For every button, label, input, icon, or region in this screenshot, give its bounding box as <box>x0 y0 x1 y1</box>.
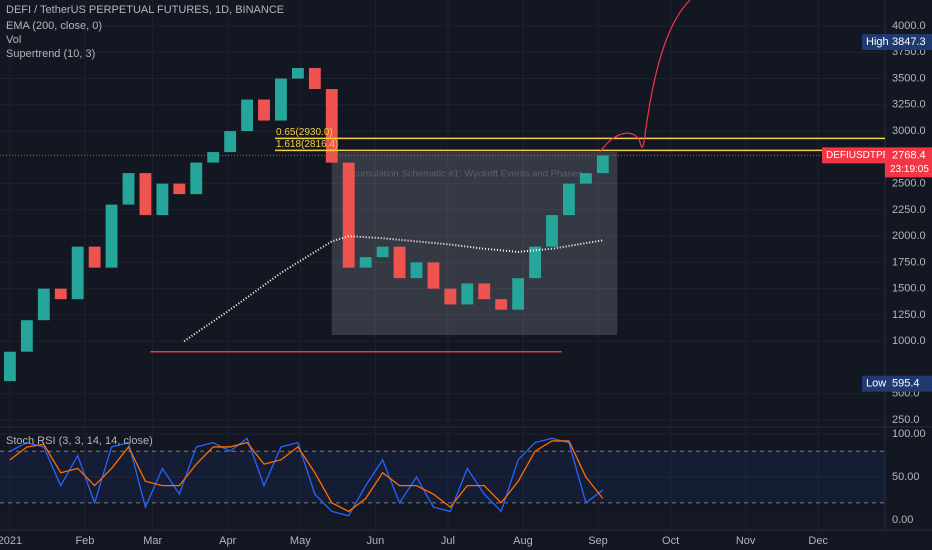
x-tick-label: Jul <box>441 535 455 547</box>
candle-body <box>190 162 203 195</box>
low-tag-label: Low <box>866 378 886 390</box>
high-tag-bg <box>862 34 932 51</box>
high-tag-value: 3847.3 <box>892 36 926 48</box>
x-tick-label: Mar <box>143 535 162 547</box>
candle-body <box>410 262 423 279</box>
x-tick-label: Sep <box>588 535 608 547</box>
candle-body <box>596 155 609 174</box>
y-tick-label: 3000.0 <box>892 125 926 137</box>
plot: Accumulation Schematic #1: Wyckoff Event… <box>3 68 885 517</box>
candle-body <box>579 173 592 184</box>
level-label: 0.65(2930.0) <box>276 127 333 138</box>
candle-body <box>393 246 406 279</box>
indicator: Vol <box>6 34 21 46</box>
x-tick-label: Dec <box>808 535 828 547</box>
y-tick-label: 1250.0 <box>892 309 926 321</box>
candle-body <box>444 288 457 305</box>
price-tag-bg <box>885 147 932 178</box>
candle-body <box>325 89 338 163</box>
candle-body <box>3 351 16 382</box>
y-tick-label: 3500.0 <box>892 72 926 84</box>
candle-body <box>376 246 389 258</box>
band-fill <box>0 451 885 503</box>
ema-line <box>183 235 603 343</box>
symbol-tag: DEFIUSDTPERP <box>826 150 904 161</box>
candle-body <box>291 68 304 79</box>
low-tag-value: 595.4 <box>892 378 920 390</box>
y-tick-label: 0.00 <box>892 514 913 526</box>
indicator: Supertrend (10, 3) <box>6 48 95 60</box>
candle-body <box>427 262 440 289</box>
candle-body <box>275 78 287 121</box>
candle-body <box>546 215 558 247</box>
labels: 250.0500.01000.01250.01500.01750.02000.0… <box>0 20 932 547</box>
x-tick-label: Feb <box>75 535 94 547</box>
candle-body <box>342 162 355 268</box>
x-tick-label: Jun <box>366 535 384 547</box>
y-tick-label: 250.0 <box>892 414 920 426</box>
candle-body <box>105 204 118 268</box>
candle-body <box>529 246 541 279</box>
x-tick-label: Aug <box>513 535 533 547</box>
candle-body <box>156 183 169 216</box>
candle-body <box>54 288 67 300</box>
x-tick-label: 2021 <box>0 535 22 547</box>
chart-title: DEFI / TetherUS PERPETUAL FUTURES, 1D, B… <box>6 4 284 16</box>
candle-body <box>20 320 33 352</box>
candle-body <box>359 257 372 268</box>
x-tick-label: May <box>290 535 311 547</box>
candle-body <box>173 183 186 195</box>
y-tick-label: 2500.0 <box>892 178 926 190</box>
y-tick-label: 3250.0 <box>892 99 926 111</box>
level-label: 1.618(2816.4) <box>276 139 338 150</box>
x-tick-label: Apr <box>219 535 236 547</box>
symbol-tag-bg <box>822 147 885 164</box>
y-tick-label: 100.00 <box>892 428 926 440</box>
stoch-line <box>9 440 604 513</box>
y-tick-label: 1000.0 <box>892 335 926 347</box>
annotation-text: Accumulation Schematic #1: Wyckoff Event… <box>342 168 583 179</box>
stoch-line <box>9 437 604 517</box>
y-tick-label: 1750.0 <box>892 256 926 268</box>
candle-body <box>308 68 321 90</box>
high-tag-label: High <box>866 36 889 48</box>
grid <box>0 0 885 530</box>
candle-body <box>139 173 152 216</box>
candle-body <box>122 173 135 205</box>
x-tick-label: Nov <box>736 535 756 547</box>
candle-body <box>495 299 508 310</box>
candle-body <box>241 99 254 132</box>
countdown: 23:19:05 <box>890 164 929 175</box>
projection-curve <box>599 0 691 153</box>
candle-body <box>37 288 50 321</box>
price-tag: 2768.4 <box>892 149 926 161</box>
y-tick-label: 1500.0 <box>892 283 926 295</box>
y-tick-label: 2000.0 <box>892 230 926 242</box>
candle-body <box>258 99 270 121</box>
candle-body <box>224 131 237 153</box>
low-tag-bg <box>862 375 932 392</box>
y-tick-label: 50.00 <box>892 471 920 483</box>
annotation-box <box>331 151 618 336</box>
candle-body <box>71 246 84 300</box>
candle-body <box>88 246 101 268</box>
candle-body <box>478 283 491 300</box>
candle-body <box>461 283 474 305</box>
x-tick-label: Oct <box>662 535 679 547</box>
y-tick-label: 2250.0 <box>892 204 926 216</box>
candle-body <box>563 183 575 216</box>
indicator: EMA (200, close, 0) <box>6 20 102 32</box>
y-tick-label: 4000.0 <box>892 20 926 32</box>
candle-body <box>512 278 525 310</box>
candle-body <box>207 152 220 163</box>
indicator: Stoch RSI (3, 3, 14, 14, close) <box>6 435 153 447</box>
